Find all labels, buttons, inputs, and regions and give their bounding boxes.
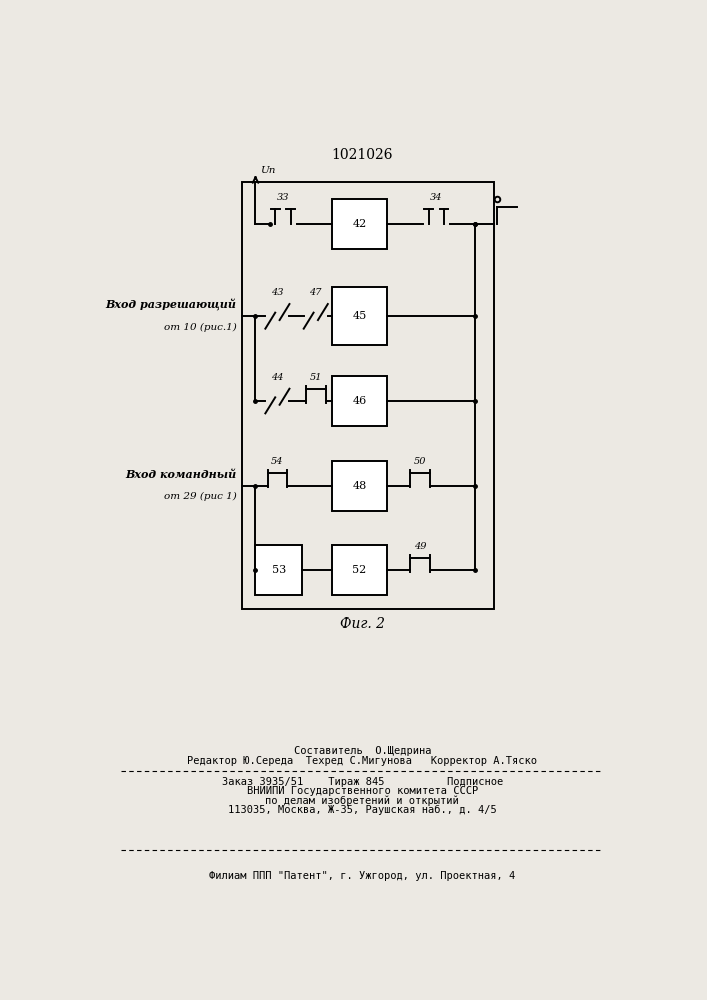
Text: Редактор Ю.Середа  Техред С.Мигунова   Корректор А.Тяско: Редактор Ю.Середа Техред С.Мигунова Корр… [187, 756, 537, 766]
Text: Филиам ППП "Патент", г. Ужгород, ул. Проектная, 4: Филиам ППП "Патент", г. Ужгород, ул. Про… [209, 871, 515, 881]
Text: 1021026: 1021026 [332, 148, 393, 162]
Text: по делам изобретений и открытий: по делам изобретений и открытий [265, 795, 460, 806]
Text: 51: 51 [310, 373, 322, 382]
Text: от 10 (рис.1): от 10 (рис.1) [163, 323, 236, 332]
Text: ВНИИПИ Государственного комитета СССР: ВНИИПИ Государственного комитета СССР [247, 786, 478, 796]
Text: 113035, Москва, Ж-35, Раушская наб., д. 4/5: 113035, Москва, Ж-35, Раушская наб., д. … [228, 805, 497, 815]
Text: Составитель  О.Щедрина: Составитель О.Щедрина [293, 746, 431, 756]
Bar [332, 376, 387, 426]
Text: Заказ 3935/51    Тираж 845          Подписное: Заказ 3935/51 Тираж 845 Подписное [222, 777, 503, 787]
Text: Вход разрешающий: Вход разрешающий [105, 298, 236, 310]
Text: 34: 34 [430, 193, 443, 202]
Text: 42: 42 [353, 219, 367, 229]
Text: от 29 (рис 1): от 29 (рис 1) [163, 492, 236, 501]
Text: 53: 53 [271, 565, 286, 575]
Text: 49: 49 [414, 542, 426, 551]
Text: 43: 43 [271, 288, 284, 297]
Bar [332, 199, 387, 249]
Text: Вход командный: Вход командный [125, 469, 236, 480]
Bar [332, 461, 387, 511]
Text: 52: 52 [353, 565, 367, 575]
Text: 45: 45 [353, 311, 367, 321]
Text: 46: 46 [353, 396, 367, 406]
Bar [332, 545, 387, 595]
Text: Uп: Uп [260, 166, 275, 175]
Text: 33: 33 [276, 193, 289, 202]
Bar [242, 182, 494, 609]
Bar [255, 545, 302, 595]
Text: 44: 44 [271, 373, 284, 382]
Text: 54: 54 [271, 458, 284, 466]
Bar [332, 287, 387, 345]
Text: 48: 48 [353, 481, 367, 491]
Text: Фиг. 2: Фиг. 2 [340, 617, 385, 631]
Text: 47: 47 [310, 288, 322, 297]
Text: 50: 50 [414, 458, 426, 466]
